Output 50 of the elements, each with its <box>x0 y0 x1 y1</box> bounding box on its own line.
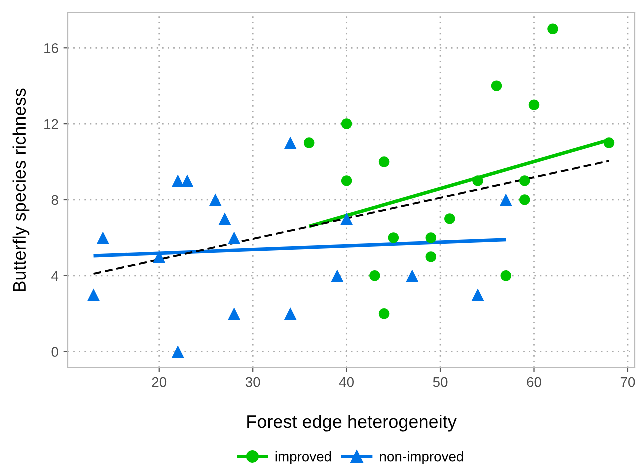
point <box>500 194 512 206</box>
point <box>370 270 380 282</box>
point <box>472 176 484 186</box>
x-tick-label: 20 <box>152 377 167 388</box>
point <box>181 174 194 188</box>
point <box>500 270 512 282</box>
x-tick-label: 50 <box>433 377 448 388</box>
point <box>341 176 352 186</box>
y-tick-label: 12 <box>44 119 58 130</box>
legend-label: non-improved <box>380 452 464 464</box>
point <box>331 270 344 282</box>
x-tick-label: 30 <box>246 377 260 388</box>
point <box>228 232 241 244</box>
point <box>426 252 437 262</box>
y-tick-label: 0 <box>52 347 58 358</box>
point <box>172 346 184 358</box>
point <box>340 212 354 226</box>
point <box>284 308 297 320</box>
point <box>604 138 615 148</box>
legend-label: improved <box>276 452 332 464</box>
point <box>444 214 456 224</box>
point <box>228 308 241 320</box>
point <box>88 288 100 302</box>
x-tick-label: 40 <box>339 377 354 388</box>
point <box>491 80 502 92</box>
point <box>528 100 540 110</box>
point <box>406 270 419 282</box>
point <box>388 232 400 244</box>
point <box>378 308 390 320</box>
y-tick-label: 16 <box>44 43 58 54</box>
y-tick-label: 8 <box>52 195 58 206</box>
point <box>172 174 184 188</box>
x-axis-title: Forest edge heterogeneity <box>248 414 457 432</box>
point <box>472 288 484 302</box>
point <box>153 250 166 264</box>
point <box>548 24 558 35</box>
x-tick-label: 70 <box>620 377 636 388</box>
point <box>304 138 315 148</box>
point <box>341 118 352 130</box>
point <box>520 194 530 206</box>
point <box>378 156 390 168</box>
y-axis-title: Butterfly species richness <box>12 88 30 292</box>
y-tick-label: 4 <box>52 271 59 281</box>
point <box>218 212 232 226</box>
point <box>520 176 530 186</box>
point <box>209 194 222 206</box>
point <box>426 232 437 244</box>
x-tick-label: 60 <box>527 377 542 388</box>
point <box>284 136 297 150</box>
point <box>96 232 110 244</box>
